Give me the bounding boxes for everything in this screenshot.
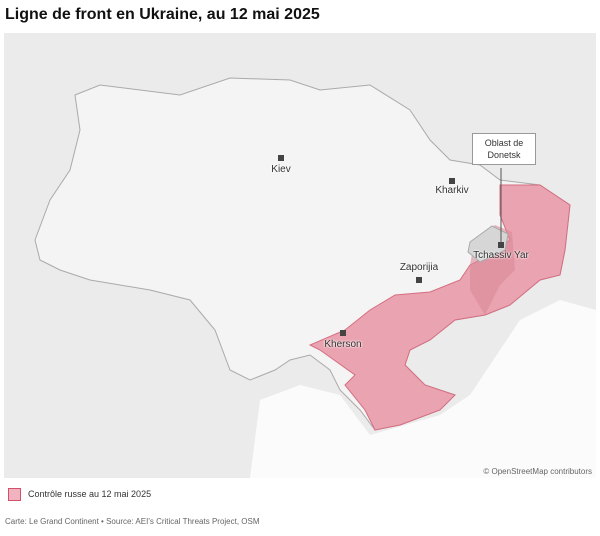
legend-label: Contrôle russe au 12 mai 2025 (28, 489, 152, 499)
legend-swatch (8, 488, 21, 501)
source: Carte: Le Grand Continent • Source: AEI'… (5, 517, 260, 526)
sea (250, 300, 596, 478)
annotation: Oblast de Donetsk (472, 133, 536, 165)
city-label: Tchassiv Yar (473, 250, 529, 261)
title: Ligne de front en Ukraine, au 12 mai 202… (5, 6, 320, 23)
city-label: Kiev (271, 164, 291, 175)
city-marker (340, 330, 346, 336)
city-marker (449, 178, 455, 184)
donetsk-free (467, 225, 509, 263)
city-marker (498, 242, 504, 248)
city-marker (416, 277, 422, 283)
city-label: Kharkiv (435, 185, 469, 196)
city-label: Kherson (324, 339, 362, 350)
attribution: © OpenStreetMap contributors (483, 467, 592, 476)
city-marker (278, 155, 284, 161)
city-label: Zaporijia (399, 262, 439, 273)
